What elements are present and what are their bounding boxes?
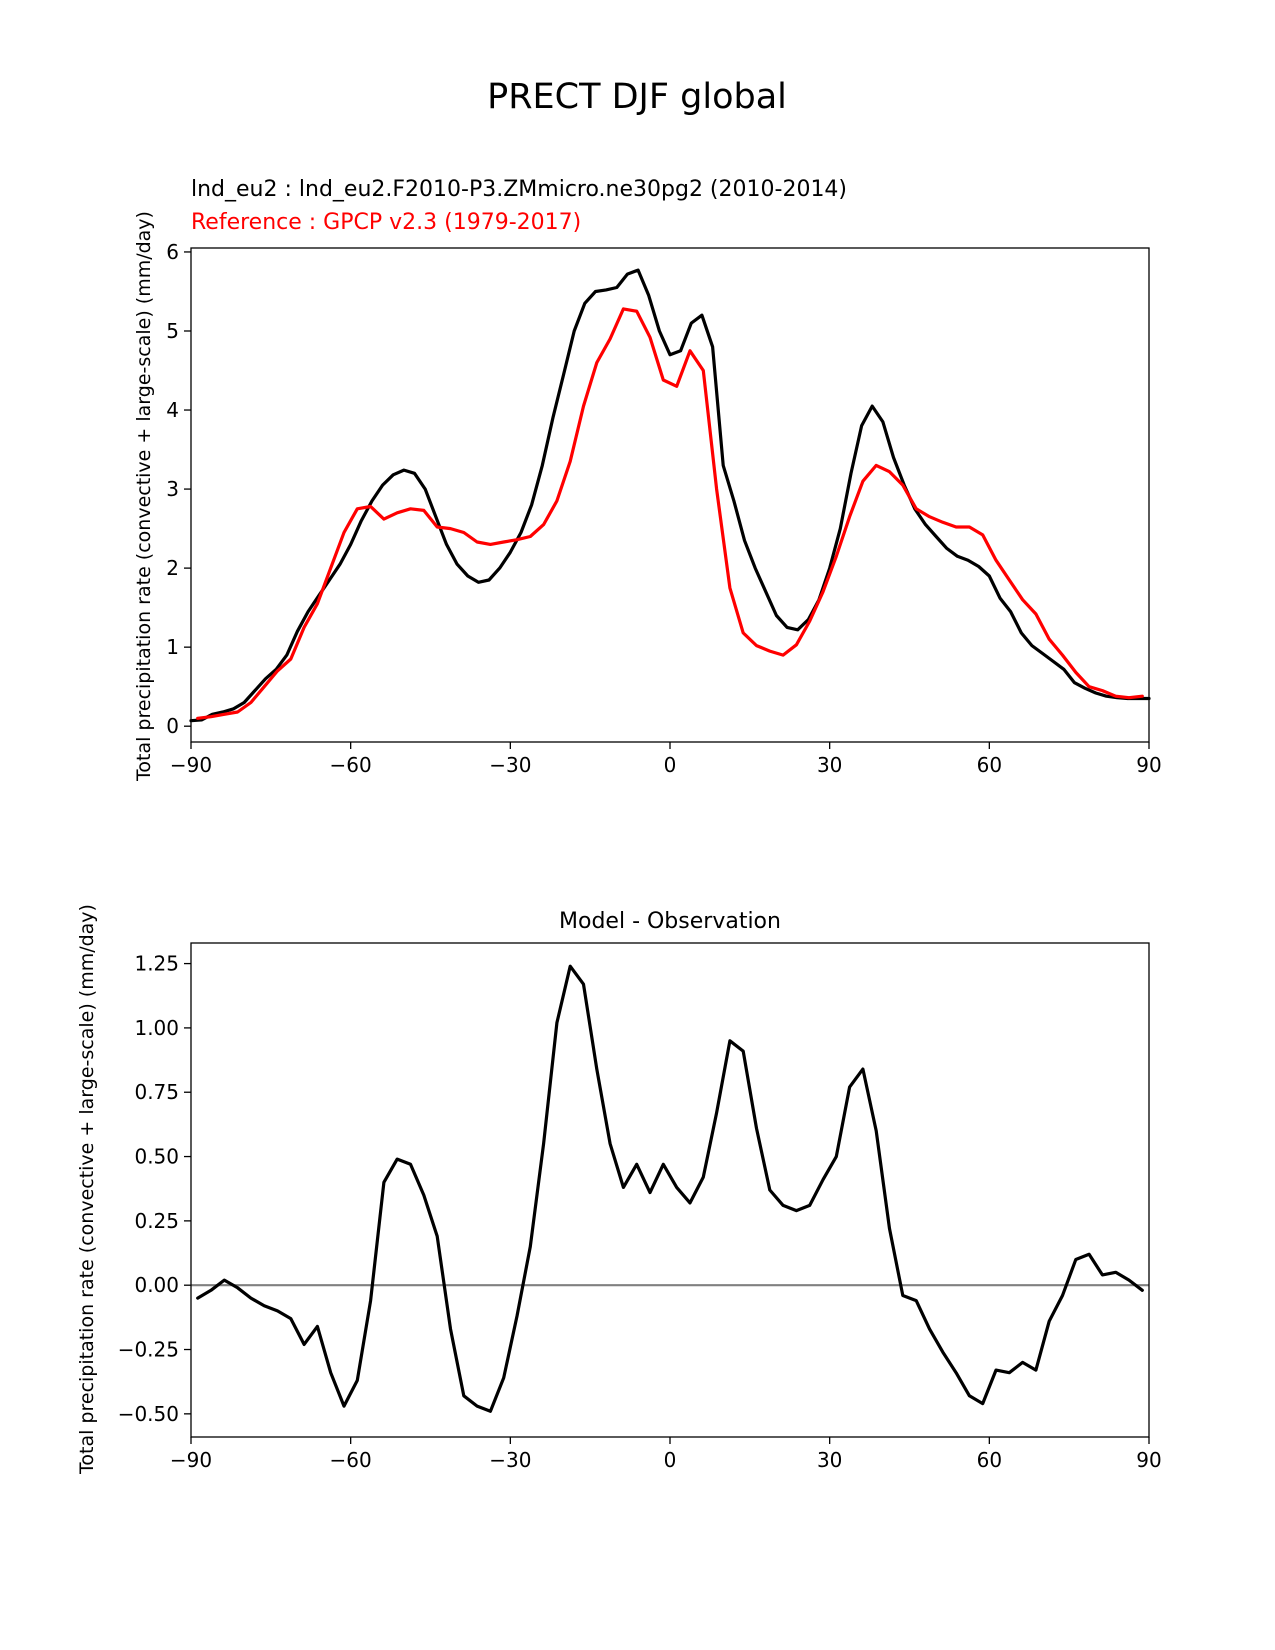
reference-title: Reference : GPCP v2.3 (1979-2017) <box>191 210 581 235</box>
top-y-tick-label: 0 <box>166 714 179 738</box>
top-x-tick-label: −60 <box>330 753 372 777</box>
test-run-title: lnd_eu2 : lnd_eu2.F2010-P3.ZMmicro.ne30p… <box>191 177 847 202</box>
bottom-x-tick-label: 30 <box>817 1448 842 1472</box>
bottom-plot-frame <box>190 942 1150 1438</box>
bottom-x-tick-label: −60 <box>330 1448 372 1472</box>
top-x-tick-label: −30 <box>489 753 531 777</box>
top-y-tick-label: 5 <box>166 319 179 343</box>
bottom-y-axis-label: Total precipitation rate (convective + l… <box>76 904 98 1475</box>
top-plot-frame <box>190 247 1150 743</box>
top-x-tick-label: −90 <box>170 753 212 777</box>
figure-title: PRECT DJF global <box>487 77 787 117</box>
top-y-tick-label: 2 <box>166 556 179 580</box>
top-y-axis-label: Total precipitation rate (convective + l… <box>133 211 155 782</box>
bottom-x-tick-label: 60 <box>977 1448 1002 1472</box>
bottom-x-tick-label: −90 <box>170 1448 212 1472</box>
bottom-y-tick-label: 0.25 <box>134 1209 179 1233</box>
bottom-panel: Model - Observation Total precipitation … <box>76 904 1162 1475</box>
bottom-y-tick-label: 0.00 <box>134 1273 179 1297</box>
difference-title: Model - Observation <box>559 909 781 934</box>
top-x-tick-label: 90 <box>1136 753 1161 777</box>
top-series-line-lnd-eu2 <box>189 268 1151 723</box>
bottom-x-tick-label: 90 <box>1136 1448 1161 1472</box>
top-x-tick-label: 0 <box>664 753 677 777</box>
bottom-y-tick-label: 0.50 <box>134 1145 179 1169</box>
bottom-y-tick-label: 1.25 <box>134 952 179 976</box>
top-x-tick-label: 60 <box>977 753 1002 777</box>
bottom-y-tick-label: 1.00 <box>134 1016 179 1040</box>
top-panel: lnd_eu2 : lnd_eu2.F2010-P3.ZMmicro.ne30p… <box>133 177 1162 782</box>
top-y-tick-label: 1 <box>166 635 179 659</box>
bottom-y-tick-label: 0.75 <box>134 1080 179 1104</box>
bottom-y-tick-label: −0.25 <box>118 1338 179 1362</box>
top-y-tick-label: 4 <box>166 398 179 422</box>
top-y-tick-label: 6 <box>166 240 179 264</box>
bottom-series-line-model-observation <box>196 964 1144 1413</box>
top-x-tick-label: 30 <box>817 753 842 777</box>
top-series-line-gpcp-v2-3 <box>196 307 1144 720</box>
top-y-tick-label: 3 <box>166 477 179 501</box>
bottom-y-tick-label: −0.50 <box>118 1402 179 1426</box>
bottom-x-tick-label: −30 <box>489 1448 531 1472</box>
bottom-x-tick-label: 0 <box>664 1448 677 1472</box>
